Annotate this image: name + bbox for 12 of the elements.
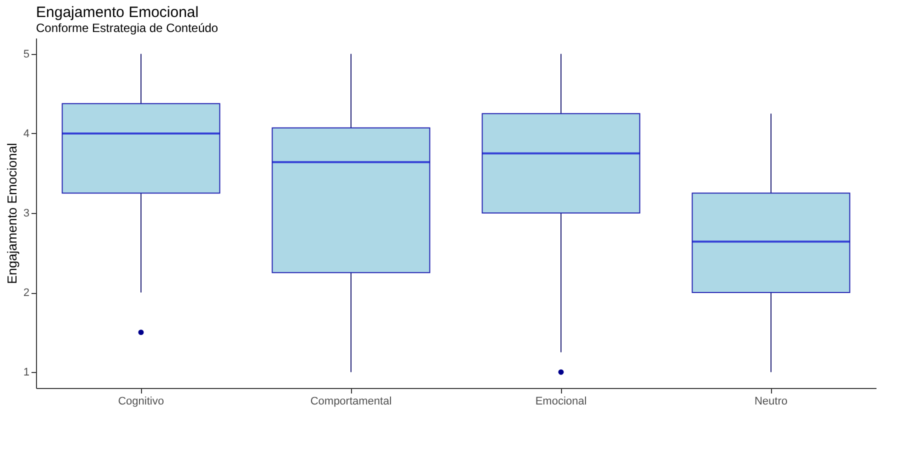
y-tick-label: 5 <box>23 48 30 60</box>
x-tick-label: Cognitivo <box>118 396 164 408</box>
x-tick-label: Neutro <box>754 396 788 408</box>
y-tick-label: 4 <box>23 128 30 140</box>
y-tick-label: 1 <box>23 366 30 379</box>
chart-title: Engajamento Emocional <box>36 4 199 21</box>
y-axis-title: Engajamento Emocional <box>4 142 20 284</box>
y-tick-label: 2 <box>23 287 30 300</box>
x-tick-label: Emocional <box>535 396 587 408</box>
chart-subtitle: Conforme Estrategia de Conteúdo <box>36 21 218 35</box>
x-tick-label: Comportamental <box>310 396 392 408</box>
y-tick-label: 3 <box>23 208 30 220</box>
